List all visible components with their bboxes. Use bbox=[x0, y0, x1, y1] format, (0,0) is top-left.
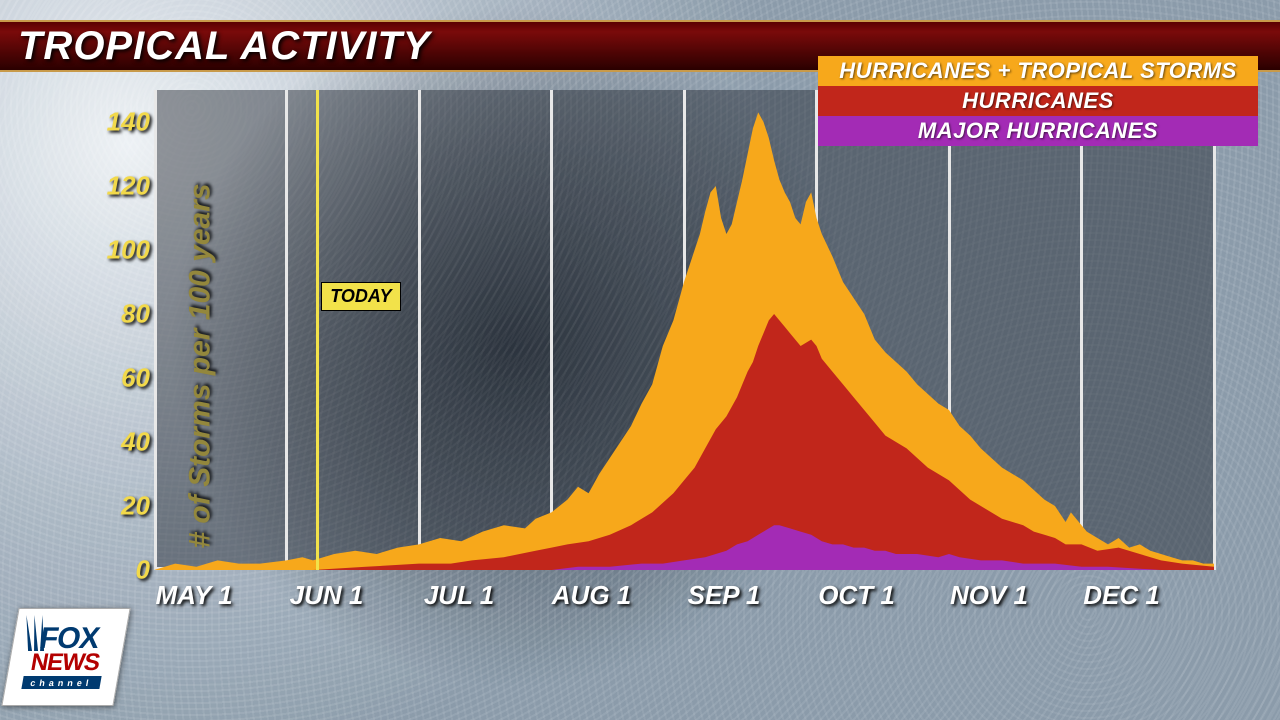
legend-row-ts: HURRICANES + TROPICAL STORMS bbox=[818, 56, 1258, 86]
today-marker-label: TODAY bbox=[321, 282, 400, 311]
x-tick-label: OCT 1 bbox=[818, 580, 895, 611]
x-tick-label: AUG 1 bbox=[552, 580, 631, 611]
x-tick-label: SEP 1 bbox=[688, 580, 761, 611]
chart: # of Storms per 100 years 02040608010012… bbox=[60, 86, 1230, 646]
y-tick-label: 40 bbox=[96, 427, 150, 458]
y-tick-label: 20 bbox=[96, 491, 150, 522]
y-tick-label: 80 bbox=[96, 299, 150, 330]
x-tick-label: JUL 1 bbox=[424, 580, 494, 611]
today-marker-line bbox=[316, 90, 319, 570]
logo-box: FOX NEWS channel bbox=[1, 608, 130, 706]
y-tick-label: 120 bbox=[96, 171, 150, 202]
stacked-area-svg bbox=[154, 90, 1214, 570]
logo-text-news: NEWS bbox=[29, 652, 101, 675]
y-tick-label: 0 bbox=[96, 555, 150, 586]
page-title: TROPICAL ACTIVITY bbox=[18, 24, 431, 69]
y-tick-label: 60 bbox=[96, 363, 150, 394]
legend: HURRICANES + TROPICAL STORMS HURRICANES … bbox=[818, 56, 1258, 146]
legend-label: HURRICANES + TROPICAL STORMS bbox=[839, 58, 1237, 84]
logo-text-channel: channel bbox=[21, 676, 101, 689]
x-tick-label: NOV 1 bbox=[950, 580, 1028, 611]
x-tick-label: MAY 1 bbox=[155, 580, 232, 611]
legend-label: MAJOR HURRICANES bbox=[918, 118, 1158, 144]
y-tick-label: 140 bbox=[96, 107, 150, 138]
network-logo: FOX NEWS channel bbox=[10, 608, 122, 706]
x-tick-label: DEC 1 bbox=[1083, 580, 1160, 611]
x-tick-label: JUN 1 bbox=[290, 580, 364, 611]
legend-row-major: MAJOR HURRICANES bbox=[818, 116, 1258, 146]
legend-label: HURRICANES bbox=[962, 88, 1114, 114]
legend-row-hurricanes: HURRICANES bbox=[818, 86, 1258, 116]
y-tick-label: 100 bbox=[96, 235, 150, 266]
